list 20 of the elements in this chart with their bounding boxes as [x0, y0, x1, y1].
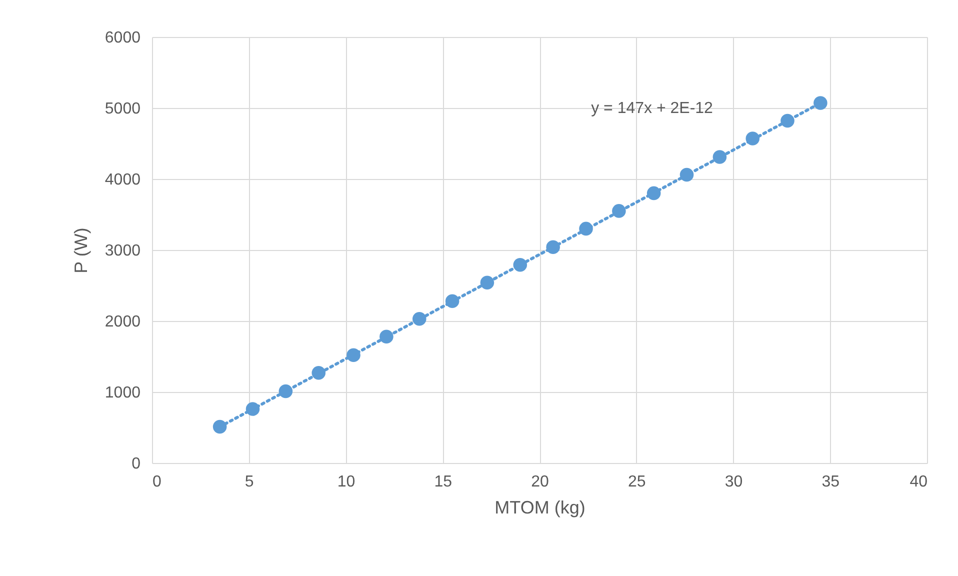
x-axis-title: MTOM (kg) — [494, 498, 586, 518]
x-tick-label: 20 — [531, 474, 549, 490]
x-tick-label: 0 — [152, 474, 162, 490]
y-tick-label: 5000 — [104, 100, 141, 118]
x-tick-label: 10 — [337, 474, 356, 490]
y-tick-label: 4000 — [104, 172, 141, 188]
y-axis-title: P (W) — [70, 228, 91, 274]
y-tick-label: 2000 — [104, 314, 141, 330]
x-tick-label: 15 — [434, 474, 452, 490]
y-tick-label: 3000 — [104, 242, 141, 260]
x-tick-label: 25 — [628, 474, 646, 490]
y-tick-label: 6000 — [104, 30, 141, 46]
y-tick-label: 0 — [132, 456, 141, 472]
x-tick-label: 35 — [822, 474, 840, 490]
x-tick-label: 5 — [244, 474, 254, 490]
x-tick-label: 40 — [910, 474, 928, 490]
x-tick-label: 30 — [724, 474, 743, 490]
y-tick-label: 1000 — [104, 384, 141, 402]
annotation: y = 147x + 2E-12 — [591, 100, 714, 117]
point — [814, 96, 828, 110]
